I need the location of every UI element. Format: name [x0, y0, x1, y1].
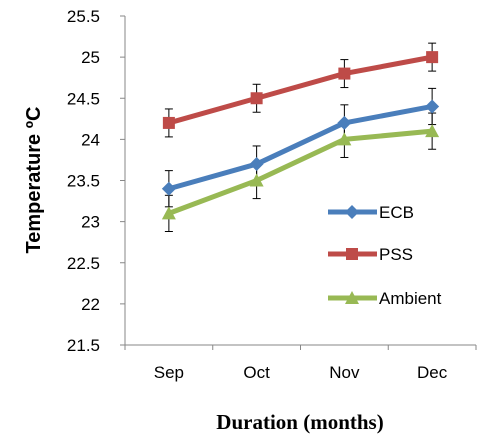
series-line-ambient [166, 128, 435, 216]
legend: ECB PSS Ambient [328, 203, 442, 308]
y-tick-label: 23 [81, 213, 100, 232]
y-tick-label: 22.5 [67, 254, 100, 273]
data-point-pss [338, 67, 351, 80]
y-tick-label: 23.5 [67, 172, 100, 191]
x-tick-label: Dec [417, 363, 448, 382]
y-tick-label: 24.5 [67, 89, 100, 108]
data-point-ambient [249, 173, 264, 187]
x-tick-label: Nov [329, 363, 360, 382]
y-tick-label: 24 [81, 130, 100, 149]
legend-label-ecb: ECB [379, 203, 414, 222]
series-markers [161, 51, 440, 220]
legend-label-pss: PSS [379, 245, 413, 264]
x-tick-label: Sep [154, 363, 184, 382]
y-tick-label: 25.5 [67, 7, 100, 26]
data-point-ambient [425, 124, 440, 138]
y-axis-label: Temperature ºC [23, 107, 45, 254]
legend-marker-ambient [345, 291, 359, 304]
series-line-ecb [166, 103, 435, 192]
y-axis-ticks: 21.5 22 22.5 23 23.5 24 24.5 25 25.5 [67, 7, 125, 355]
x-axis-ticks: Sep Oct Nov Dec [124, 345, 477, 382]
x-axis-label: Duration (months) [216, 410, 383, 434]
data-point-ambient [161, 206, 176, 220]
data-point-pss [250, 92, 263, 105]
legend-marker-pss [346, 248, 358, 260]
data-point-ecb [161, 181, 176, 196]
series-line-pss [166, 54, 435, 126]
data-point-ambient [337, 132, 352, 146]
data-point-ecb [425, 99, 440, 114]
legend-marker-ecb [345, 205, 359, 219]
y-tick-label: 21.5 [67, 336, 100, 355]
data-point-pss [426, 51, 439, 64]
data-point-ecb [337, 115, 352, 130]
x-tick-label: Oct [243, 363, 270, 382]
y-tick-label: 25 [81, 48, 100, 67]
y-tick-label: 22 [81, 295, 100, 314]
series-lines [166, 54, 435, 216]
legend-label-ambient: Ambient [379, 289, 442, 308]
data-point-pss [162, 116, 175, 129]
data-point-ecb [249, 157, 264, 172]
